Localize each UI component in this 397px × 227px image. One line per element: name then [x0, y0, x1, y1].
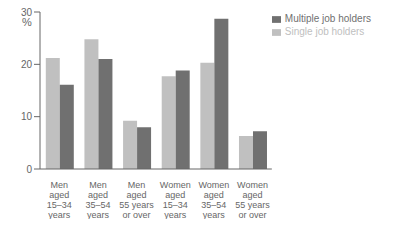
svg-text:Menaged15–34years: Menaged15–34years [47, 180, 72, 219]
svg-text:Menaged55 yearsor over: Menaged55 yearsor over [119, 180, 154, 219]
svg-text:Womenaged35–54years: Womenaged35–54years [198, 180, 229, 219]
html-text:Single job holders: Single job holders [284, 26, 365, 37]
svg-text:Menaged35–54years: Menaged35–54years [85, 180, 110, 219]
svg-text:30: 30 [21, 8, 33, 18]
svg-text:0: 0 [26, 164, 32, 175]
svg-text:Womenaged15–34years: Womenaged15–34years [160, 180, 191, 219]
svg-text:20: 20 [21, 59, 33, 70]
html-text:Multiple job holders: Multiple job holders [284, 13, 371, 24]
svg-text:Womenaged55 yearsor over: Womenaged55 yearsor over [235, 180, 270, 219]
svg-text:10: 10 [21, 111, 33, 122]
